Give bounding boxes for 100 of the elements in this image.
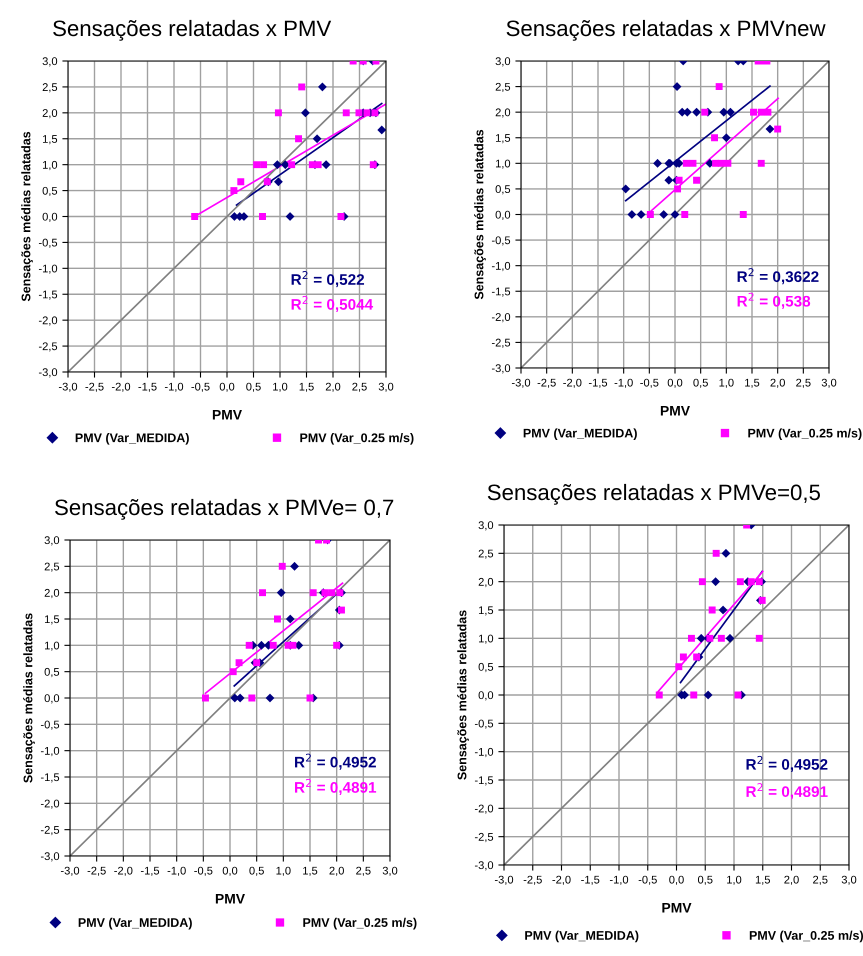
x-tick-label: 1,5 <box>745 378 760 388</box>
x-tick-label: 2,5 <box>356 866 371 876</box>
x-tick-label: 0,5 <box>246 382 261 392</box>
y-tick-label: -1,0 <box>40 746 60 756</box>
x-tick-label: 2,0 <box>326 382 340 392</box>
x-tick-label: -2,0 <box>114 866 132 876</box>
x-axis-title: PMV <box>662 902 692 913</box>
x-tick-label: 1,0 <box>727 876 742 885</box>
y-tick-label: 0,0 <box>42 212 58 222</box>
y-tick-label: 2,0 <box>44 588 60 598</box>
x-tick-label: -1,5 <box>138 382 157 392</box>
x-tick-label: 1,0 <box>276 866 291 876</box>
x-tick-label: 0,0 <box>222 866 238 876</box>
x-tick-label: 2,0 <box>770 378 785 388</box>
x-tick-label: 0,5 <box>249 866 264 876</box>
y-tick-label: 0,0 <box>44 694 60 704</box>
x-tick-label: -1,0 <box>610 876 628 885</box>
y-tick-label: -0,5 <box>38 238 58 248</box>
x-tick-label: 0,5 <box>693 378 708 388</box>
chart-title: Sensações relatadas x PMVe=0,5 <box>488 484 820 505</box>
x-tick-label: -3,0 <box>58 382 78 392</box>
y-axis-title: Sensações médias relatadas <box>21 132 33 302</box>
x-tick-label: 2,5 <box>813 876 828 885</box>
x-tick-label: 1,0 <box>273 382 288 392</box>
x-tick-label: -0,5 <box>640 378 658 388</box>
x-tick-label: -0,5 <box>194 866 212 876</box>
y-tick-label: 3,0 <box>42 57 58 66</box>
x-tick-label: 3,0 <box>822 378 836 388</box>
y-tick-label: -1,0 <box>474 748 494 758</box>
y-tick-label: -2,5 <box>492 338 510 348</box>
x-tick-label: -2,5 <box>538 378 556 388</box>
y-tick-label: 2,5 <box>496 82 510 92</box>
x-tick-label: 0,0 <box>220 382 234 392</box>
annotation: R$^{2}$ = 0,3622 <box>738 268 819 284</box>
x-tick-label: -1,5 <box>581 876 600 885</box>
x-tick-label: -1,0 <box>168 866 186 876</box>
y-tick-label: 2,0 <box>42 109 58 118</box>
y-tick-label: 2,5 <box>44 562 60 572</box>
x-tick-label: -2,5 <box>524 876 542 885</box>
y-tick-label: -3,0 <box>38 368 58 378</box>
y-tick-label: -2,5 <box>40 826 60 836</box>
y-tick-label: -0,5 <box>492 236 510 246</box>
y-tick-label: 1,5 <box>42 135 58 144</box>
x-tick-label: 2,0 <box>330 866 344 876</box>
x-tick-label: -2,0 <box>563 378 582 388</box>
y-tick-label: 1,5 <box>496 134 510 144</box>
x-tick-label: -3,0 <box>60 866 80 876</box>
y-tick-label: 1,0 <box>42 160 58 170</box>
y-tick-label: -1,0 <box>492 262 510 272</box>
annotation: R$^{2}$ = 0,4952 <box>746 756 828 772</box>
y-tick-label: 2,0 <box>478 578 494 588</box>
x-tick-label: 1,5 <box>300 382 314 392</box>
y-axis-title: Sensações médias relatadas <box>474 130 486 300</box>
chart-title: Sensações relatadas x PMVe= 0,7 <box>55 498 394 520</box>
x-axis-title: PMV <box>660 406 690 416</box>
annotation: R$^{2}$ = 0,4952 <box>295 754 376 770</box>
legend-label: PMV (Var_0.25 m/s) <box>303 918 417 930</box>
x-tick-label: 0,5 <box>698 876 713 885</box>
annotation: R$^{2}$ = 0,522 <box>292 271 364 288</box>
y-tick-label: -2,0 <box>38 316 58 326</box>
y-tick-label: -1,5 <box>492 288 510 297</box>
x-tick-label: -1,0 <box>164 382 184 392</box>
x-tick-label: -1,5 <box>588 378 608 388</box>
legend-label: PMV (Var_0.25 m/s) <box>750 930 863 942</box>
annotation: R$^{2}$ = 0,5044 <box>292 296 374 312</box>
legend-label: PMV (Var_0.25 m/s) <box>300 433 414 445</box>
y-tick-label: -2,0 <box>492 313 510 322</box>
y-tick-label: -0,5 <box>474 720 494 729</box>
x-tick-label: 0,0 <box>668 378 682 388</box>
legend-label: PMV (Var_MEDIDA) <box>78 918 192 930</box>
y-tick-label: 0,5 <box>496 185 510 194</box>
chart-title: Sensações relatadas x PMV <box>53 20 332 41</box>
legend-label: PMV (Var_MEDIDA) <box>76 433 189 445</box>
y-tick-label: -2,5 <box>474 832 494 842</box>
y-tick-label: -1,5 <box>40 773 60 782</box>
x-tick-label: -3,0 <box>512 378 530 388</box>
x-tick-label: 2,5 <box>352 382 367 392</box>
y-tick-label: 0,5 <box>44 668 60 678</box>
x-tick-label: 3,0 <box>378 382 394 392</box>
x-tick-label: 1,5 <box>756 876 770 885</box>
x-tick-label: 0,0 <box>669 876 684 885</box>
x-tick-label: -1,5 <box>140 866 160 876</box>
y-tick-label: 0,5 <box>478 662 494 672</box>
y-tick-label: 2,5 <box>478 550 494 559</box>
y-tick-label: -0,5 <box>40 720 60 730</box>
y-tick-label: -1,5 <box>38 290 58 300</box>
x-tick-label: 2,0 <box>784 876 799 885</box>
y-tick-label: 3,0 <box>44 536 60 546</box>
x-tick-label: -2,5 <box>88 866 106 876</box>
x-tick-label: 3,0 <box>842 876 856 885</box>
y-tick-label: 2,0 <box>496 108 510 118</box>
y-tick-label: -2,5 <box>38 342 58 352</box>
x-tick-label: 1,0 <box>719 378 734 388</box>
y-tick-label: 2,5 <box>42 83 58 92</box>
annotation: R$^{2}$ = 0,538 <box>738 292 810 309</box>
y-tick-label: 3,0 <box>496 57 510 66</box>
annotation: R$^{2}$ = 0,4891 <box>746 783 828 800</box>
x-tick-label: -0,5 <box>638 876 657 885</box>
y-axis-title: Sensações médias relatadas <box>457 610 469 780</box>
x-tick-label: -2,0 <box>112 382 130 392</box>
